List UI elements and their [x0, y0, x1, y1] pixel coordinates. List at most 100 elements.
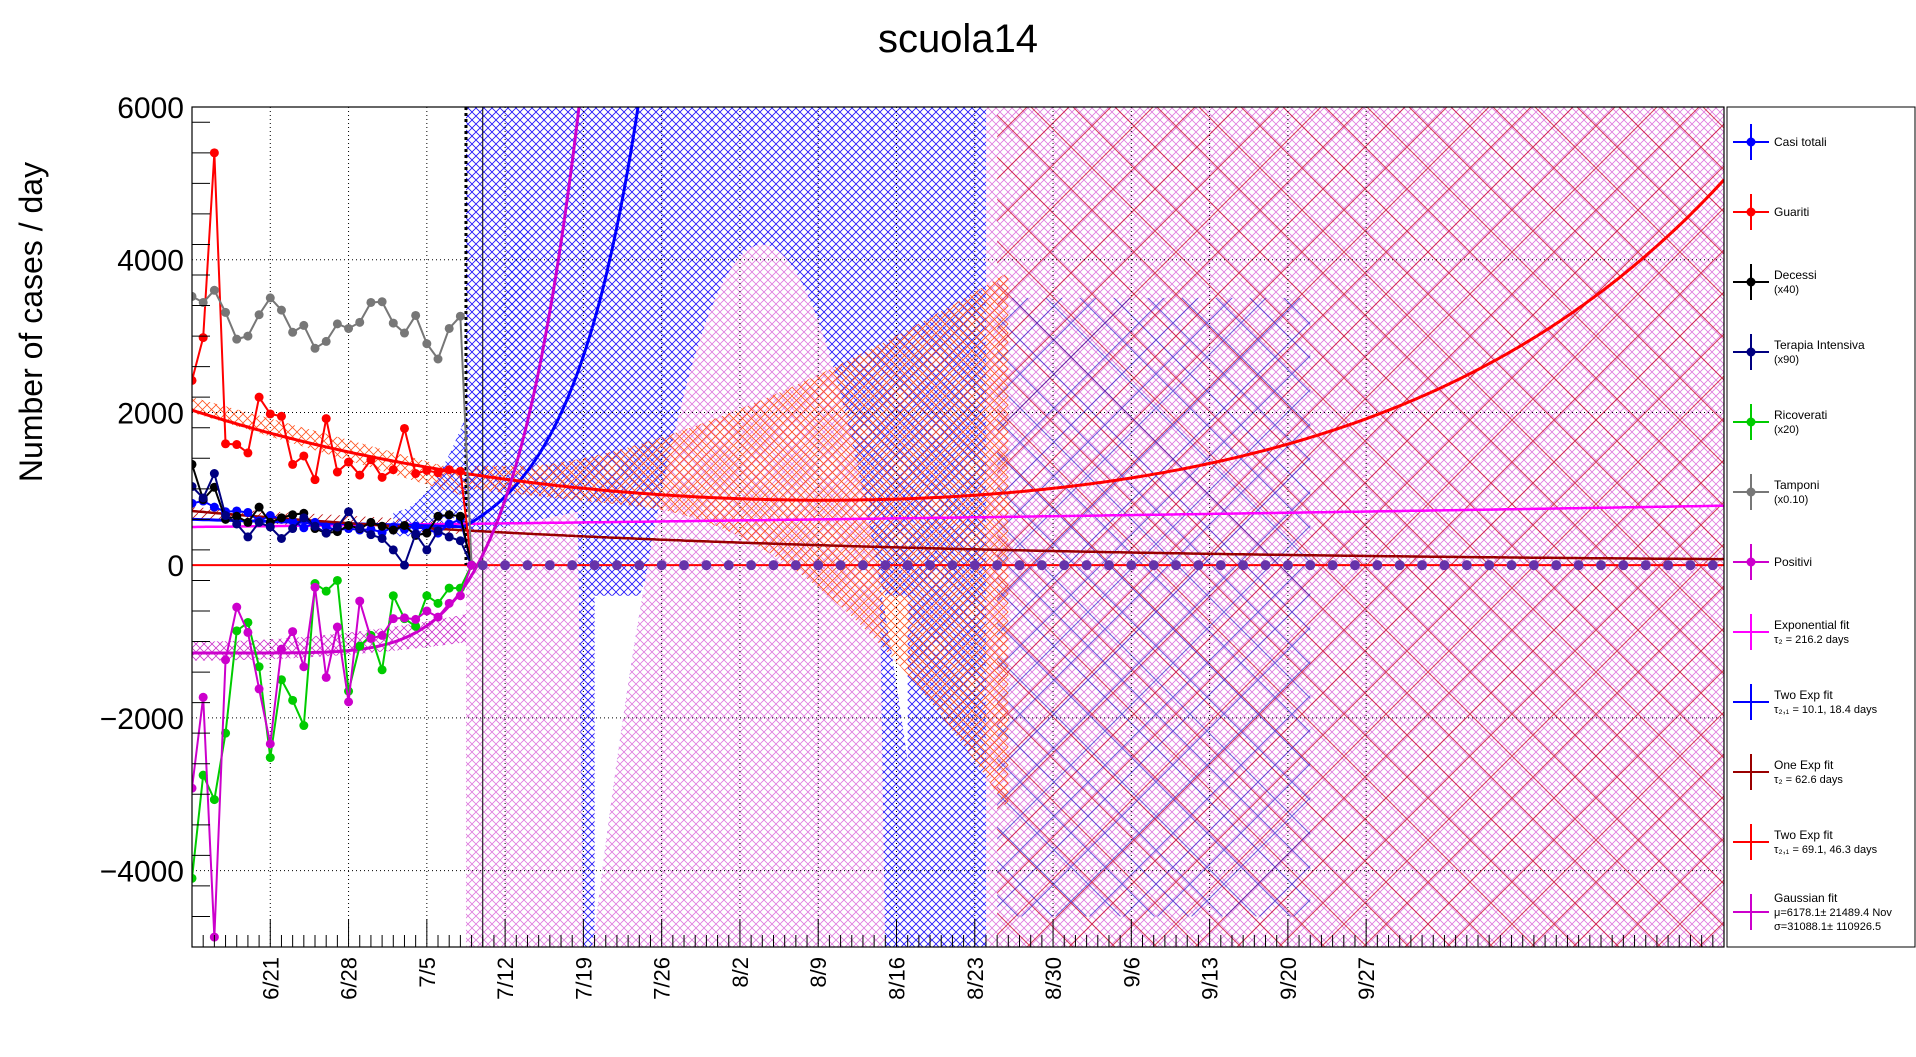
series-point-1: [411, 469, 421, 479]
projection-zero-point: [701, 560, 712, 571]
x-tick-label: 6/21: [258, 957, 283, 1000]
series-point-3: [332, 522, 342, 532]
projection-zero-point: [1036, 560, 1047, 571]
series-point-5: [299, 320, 309, 330]
series-point-6: [198, 692, 208, 702]
legend-entry: Two Exp fit τ₂,₁ = 10.1, 18.4 days: [1733, 684, 1878, 720]
legend-label: Gaussian fit: [1774, 891, 1838, 905]
legend-label: Two Exp fit: [1774, 828, 1833, 842]
x-tick-label: 9/20: [1276, 957, 1301, 1000]
series-point-5: [221, 307, 231, 317]
series-point-5: [455, 311, 465, 321]
projection-zero-point: [1059, 560, 1070, 571]
series-point-3: [444, 532, 454, 542]
series-point-1: [221, 439, 231, 449]
x-tick-label: 7/26: [650, 957, 675, 1000]
series-point-2: [288, 510, 298, 520]
series-point-6: [310, 582, 320, 592]
y-tick-label: 4000: [117, 245, 184, 278]
series-point-6: [321, 672, 331, 682]
series-point-5: [433, 354, 443, 364]
series-point-1: [198, 333, 208, 343]
series-point-3: [411, 529, 421, 539]
series-point-1: [265, 409, 275, 419]
series-point-3: [265, 522, 275, 532]
projection-zero-point: [992, 560, 1003, 571]
series-point-2: [422, 528, 432, 538]
legend-entry: Gaussian fit μ=6178.1± 21489.4 Nov σ=31088…: [1733, 891, 1892, 933]
projection-zero-point: [857, 560, 868, 571]
x-tick-label: 6/28: [337, 957, 362, 1000]
series-point-6: [444, 598, 454, 608]
series-point-1: [388, 465, 398, 475]
projection-zero-point: [1685, 560, 1696, 571]
legend-label: (x20): [1774, 424, 1799, 436]
series-point-6: [232, 602, 242, 612]
series-point-1: [288, 459, 298, 469]
series-point-2: [254, 502, 264, 512]
legend-entry: Exponential fit τ₂ = 216.2 days: [1733, 614, 1850, 650]
projection-zero-point: [1595, 560, 1606, 571]
projection-zero-point: [813, 560, 824, 571]
series-point-6: [221, 655, 231, 665]
series-point-3: [422, 545, 432, 555]
projection-zero-point: [1506, 560, 1517, 571]
series-point-3: [221, 511, 231, 521]
series-point-5: [377, 297, 387, 307]
legend-marker: [1746, 487, 1756, 497]
projection-zero-point: [567, 560, 578, 571]
series-point-5: [310, 343, 320, 353]
series-point-0: [444, 519, 454, 529]
projection-zero-point: [477, 560, 488, 571]
projection-zero-point: [1193, 560, 1204, 571]
series-point-2: [232, 511, 242, 521]
projection-zero-point: [1014, 560, 1025, 571]
series-point-1: [192, 375, 197, 385]
series-point-4: [422, 591, 432, 601]
legend-label: One Exp fit: [1774, 758, 1834, 772]
series-point-2: [366, 517, 376, 527]
series-point-3: [288, 524, 298, 534]
series-point-6: [388, 614, 398, 624]
series-point-1: [344, 457, 354, 467]
projection-zero-point: [544, 560, 555, 571]
series-point-2: [433, 511, 443, 521]
projection-zero-point: [1663, 560, 1674, 571]
projection-zero-point: [1618, 560, 1629, 571]
series-point-2: [399, 520, 409, 530]
x-tick-label: 8/30: [1041, 957, 1066, 1000]
legend-entry: Terapia Intensiva (x90): [1733, 334, 1865, 370]
projection-zero-point: [1126, 560, 1137, 571]
series-point-5: [232, 334, 242, 344]
series-point-5: [388, 318, 398, 328]
series-point-3: [344, 507, 354, 517]
two-exp-blue-fit-curve: [192, 107, 640, 529]
projection-zero-point: [1439, 560, 1450, 571]
series-point-4: [232, 626, 242, 636]
series-point-6: [422, 606, 432, 616]
legend-marker: [1746, 557, 1756, 567]
series-point-6: [411, 614, 421, 624]
projection-zero-point: [880, 560, 891, 571]
legend-label: Two Exp fit: [1774, 688, 1833, 702]
series-point-6: [288, 627, 298, 637]
fit-uncertainty-bands: [192, 107, 1724, 947]
projection-zero-point: [925, 560, 936, 571]
legend-entry: Decessi (x40): [1733, 264, 1817, 300]
projection-zero-point: [1215, 560, 1226, 571]
series-point-1: [444, 465, 454, 475]
series-point-4: [433, 598, 443, 608]
series-point-6: [254, 684, 264, 694]
series-point-0: [243, 507, 253, 517]
projection-zero-point: [1282, 560, 1293, 571]
projection-zero-point: [1349, 560, 1360, 571]
projection-zero-point: [969, 560, 980, 571]
series-point-5: [399, 328, 409, 338]
projection-zero-point: [679, 560, 690, 571]
x-tick-label: 7/19: [571, 957, 596, 1000]
projection-zero-point: [611, 560, 622, 571]
series-point-4: [355, 641, 365, 651]
projection-zero-point: [902, 560, 913, 571]
legend-marker: [1746, 347, 1756, 357]
